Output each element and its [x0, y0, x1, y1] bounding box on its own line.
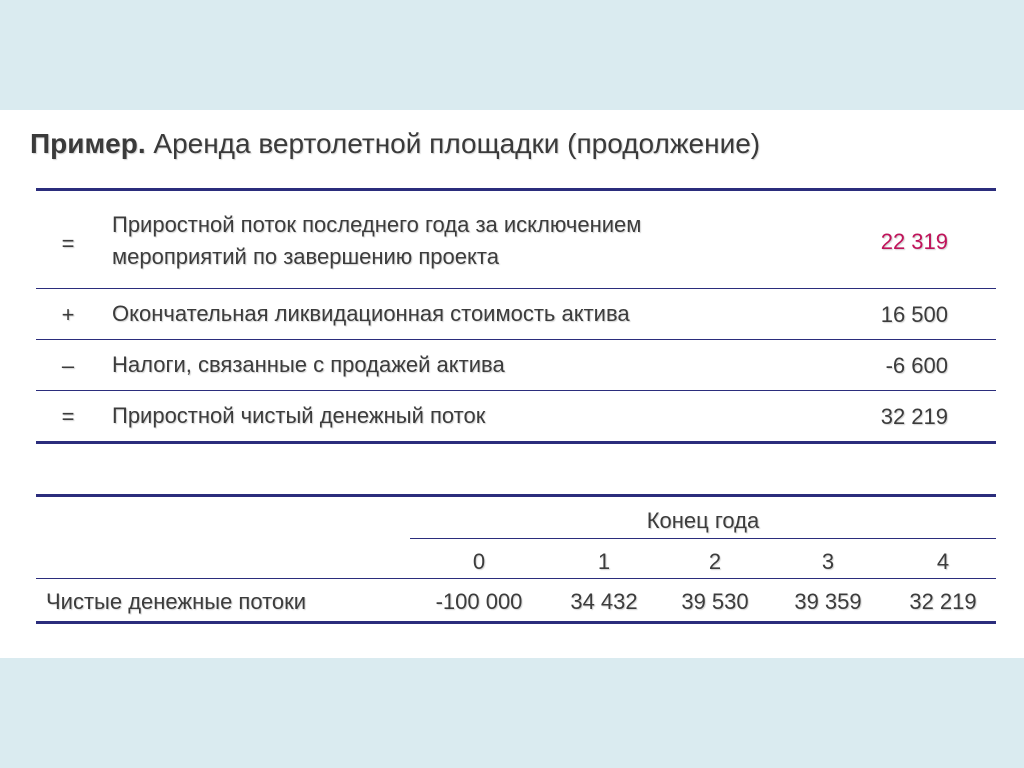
top-band [0, 0, 1024, 110]
row-description: Приростной чистый денежный поток [112, 403, 486, 428]
summary-row: + Окончательная ликвидационная стоимость… [36, 289, 996, 340]
cashflow-value: 32 219 [909, 589, 977, 614]
year-header: 0 [472, 549, 486, 574]
title-lead: Пример. [30, 128, 146, 159]
row-description: Окончательная ликвидационная стоимость а… [112, 301, 630, 326]
row-value: 16 500 [880, 302, 948, 327]
cashflow-value: 39 359 [794, 589, 862, 614]
year-header: 1 [597, 549, 611, 574]
group-header: Конец года [646, 508, 760, 533]
cashflow-value: 39 530 [681, 589, 749, 614]
summary-table: = Приростной поток последнего года за ис… [36, 188, 996, 444]
year-header: 2 [708, 549, 722, 574]
row-value: -6 600 [885, 353, 948, 378]
year-header: 4 [936, 549, 950, 574]
row-description-line: Приростной поток последнего года за искл… [112, 212, 642, 237]
row-value-highlight: 22 319 [880, 229, 948, 254]
year-header: 3 [821, 549, 835, 574]
row-description: Приростной поток последнего года за искл… [112, 209, 641, 273]
row-label: Чистые денежные потоки [46, 589, 307, 614]
row-symbol: = [61, 231, 75, 256]
summary-row: = Приростной чистый денежный поток 32 21… [36, 391, 996, 441]
row-description-line: мероприятий по завершению проекта [112, 244, 499, 269]
cashflow-value: 34 432 [570, 589, 638, 614]
cashflow-table: Конец года 0 1 2 3 4 Чистые денежные пот… [36, 494, 996, 624]
summary-row: = Приростной поток последнего года за ис… [36, 191, 996, 289]
title-rest: Аренда вертолетной площадки (продолжение… [145, 128, 761, 159]
bottom-band [0, 658, 1024, 768]
row-symbol: + [61, 302, 75, 327]
header-divider [410, 538, 996, 539]
row-description: Налоги, связанные с продажей актива [112, 352, 505, 377]
row-symbol: – [61, 353, 75, 378]
row-symbol: = [61, 404, 75, 429]
row-value: 32 219 [880, 404, 948, 429]
slide-title: Пример. Аренда вертолетной площадки (про… [30, 128, 760, 160]
cashflow-value: -100 000 [435, 589, 523, 614]
row-divider [36, 578, 996, 579]
summary-row: – Налоги, связанные с продажей актива -6… [36, 340, 996, 391]
